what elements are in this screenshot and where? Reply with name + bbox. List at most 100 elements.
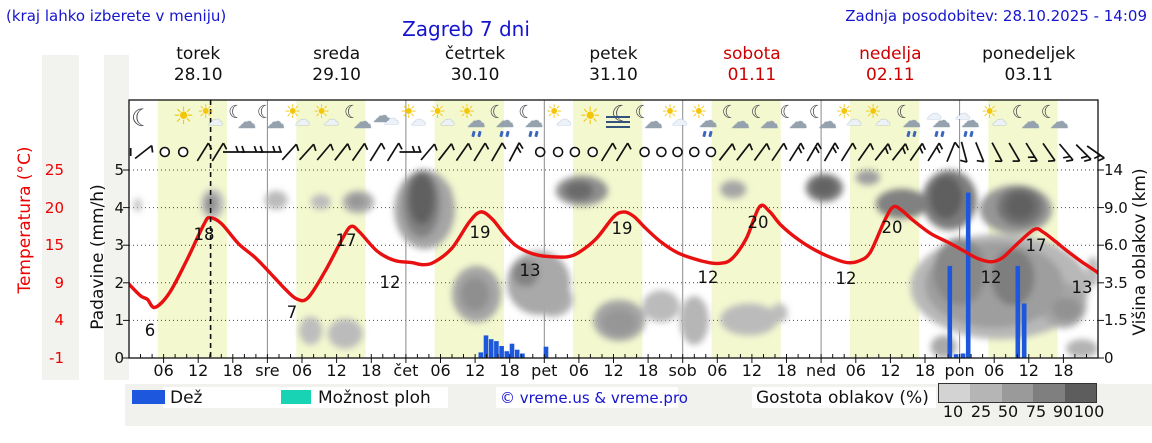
- menu-hint-note: (kraj lahko izberete v meniju): [6, 7, 227, 25]
- time-tick-label: 18: [1053, 361, 1074, 380]
- weather-icon-moon-cloud: ☾ ☁: [806, 104, 840, 138]
- weather-icon-moon-cloud: ☾ ☁: [777, 104, 811, 138]
- time-tick-label: 06: [568, 361, 590, 380]
- moon-icon: ☾: [611, 102, 632, 127]
- time-tick-label: 06: [291, 361, 313, 380]
- rain-cloud-icon: ☁: [902, 110, 921, 132]
- left-axis-shade-band-2: [104, 55, 129, 380]
- temperature-value-label: 18: [194, 225, 215, 244]
- cloudkm-tick-9: 9.0: [1104, 199, 1128, 217]
- sun-icon: ☀: [661, 101, 679, 123]
- daylight-band: [296, 100, 366, 358]
- temperature-value-label: 6: [145, 321, 156, 340]
- density-gradient-segment: [1064, 384, 1097, 402]
- sun-icon: ☀: [864, 101, 882, 123]
- temp-tick-20: 20: [44, 199, 64, 217]
- precip-tick-3: 3: [114, 236, 124, 254]
- cloud-icon: ☁: [991, 110, 1008, 129]
- temperature-value-label: 12: [698, 268, 719, 287]
- sun-icon: ☀: [981, 101, 999, 123]
- time-tick-label: 06: [984, 361, 1005, 380]
- density-tick-50: 50: [997, 402, 1019, 421]
- weather-icon-moon-rain: ☾ ☁: [515, 104, 549, 138]
- cloud-icon: ☁: [788, 111, 808, 133]
- cloud-icon: ☁: [383, 109, 400, 128]
- legend-whitebox: [163, 387, 278, 408]
- time-tick-label: čet: [393, 361, 419, 380]
- day-header-torek: torek 28.10: [173, 44, 223, 85]
- temperature-value-label: 17: [336, 231, 357, 250]
- weather-icon-sun-cloud: ☀ ☁: [196, 101, 230, 138]
- rain-cloud-icon: ☁: [698, 110, 718, 132]
- showers-legend-swatch: [281, 390, 311, 404]
- cloud-icon: ☁: [874, 110, 891, 129]
- time-tick-label: 18: [499, 361, 520, 380]
- time-tick-label: sre: [255, 361, 280, 380]
- cloud-icon: ☁: [265, 111, 285, 133]
- cloud-icon: ☁: [439, 110, 456, 129]
- cloud-density-legend-label: Gostota oblakov (%): [756, 388, 929, 408]
- precip-tick-2: 2: [114, 274, 124, 292]
- temperature-value-label: 12: [981, 268, 1002, 287]
- moon-icon: ☾: [896, 102, 913, 123]
- cloud-icon: ☁: [671, 110, 688, 129]
- temperature-value-label: 7: [287, 303, 298, 322]
- weather-icon-moon-cloud: ☾ ☁: [225, 104, 259, 138]
- temperature-value-label: 12: [836, 269, 857, 288]
- weather-icon-moon-fog: ☾: [602, 104, 636, 138]
- weather-icon-moon-cloud: ☾ ☁: [748, 104, 782, 138]
- time-tick-label: ned: [806, 361, 837, 380]
- sun-icon: ☀: [197, 101, 215, 123]
- cloudkm-tick-35: 3.5: [1104, 274, 1128, 292]
- time-tick-label: 18: [637, 361, 659, 380]
- cloud-icon: ☁: [817, 111, 837, 133]
- cloud-icon: ☁: [759, 111, 779, 133]
- time-tick-label: pet: [531, 361, 558, 380]
- temperature-value-label: 13: [520, 261, 541, 280]
- cloud-icon: ☁: [410, 110, 427, 129]
- cloud-icon: ☁: [237, 111, 257, 133]
- precip-tick-5: 5: [114, 161, 124, 179]
- weather-icon-moon-cloud: ☾ ☁: [632, 104, 666, 138]
- wind-barb-row: [129, 141, 1105, 163]
- cloud-icon: ☁: [845, 110, 862, 129]
- time-tick-label: sob: [668, 361, 697, 380]
- cloud-icon: ☁: [294, 110, 311, 129]
- cloud-icon: ☁: [730, 111, 750, 133]
- rain-cloud-icon: ☁: [931, 110, 951, 132]
- day-header-cetrtek: četrtek 30.10: [444, 44, 506, 85]
- temperature-value-label: 19: [470, 223, 491, 242]
- day-header-sobota: sobota 01.11: [723, 44, 781, 85]
- cloud-icon: ☁: [1020, 111, 1040, 133]
- precip-tick-0: 0: [114, 349, 124, 367]
- cloudkm-tick-6: 6.0: [1104, 236, 1128, 254]
- temp-tick-minus1: -1: [49, 349, 64, 367]
- copyright-link[interactable]: © vreme.us & vreme.pro: [500, 389, 688, 407]
- time-tick-label: 18: [776, 361, 797, 380]
- weather-icon-sun-rain: ☀ ☁: [689, 103, 723, 138]
- time-tick-label: 18: [222, 361, 243, 380]
- time-tick-label: 12: [1018, 361, 1039, 380]
- weather-icon-sun-cloud: ☀ ☁: [661, 101, 695, 138]
- sun-icon: ☀: [579, 102, 601, 130]
- last-update-text: Zadnja posodobitev: 28.10.2025 - 14:09: [845, 7, 1147, 25]
- weather-icon-sun-cloud: ☀ ☁: [835, 103, 869, 138]
- cloud-icon: ☁: [353, 111, 372, 133]
- temp-tick-15: 15: [44, 236, 64, 254]
- time-tick-label: 18: [361, 361, 382, 380]
- density-tick-100: 100: [1073, 402, 1105, 421]
- weather-icon-sun-cloud: ☀ ☁: [864, 101, 898, 138]
- density-gradient-segment: [939, 384, 971, 402]
- rain-cloud-icon: ☁: [466, 110, 486, 132]
- cloud-icon: ☁: [323, 110, 340, 129]
- weather-icon-sun-cloud: ☀ ☁: [312, 103, 346, 138]
- moon-icon: ☾: [518, 102, 535, 123]
- weather-icon-moon-cloud: ☾ ☁: [254, 104, 288, 138]
- weather-icon-moon: ☾: [123, 104, 157, 138]
- moon-icon: ☾: [779, 102, 796, 123]
- temp-tick-25: 25: [44, 161, 64, 179]
- time-tick-label: 12: [880, 361, 901, 380]
- weather-icon-sun-cloud: ☀ ☁: [399, 103, 433, 138]
- cloud-icon: ☁: [555, 110, 572, 129]
